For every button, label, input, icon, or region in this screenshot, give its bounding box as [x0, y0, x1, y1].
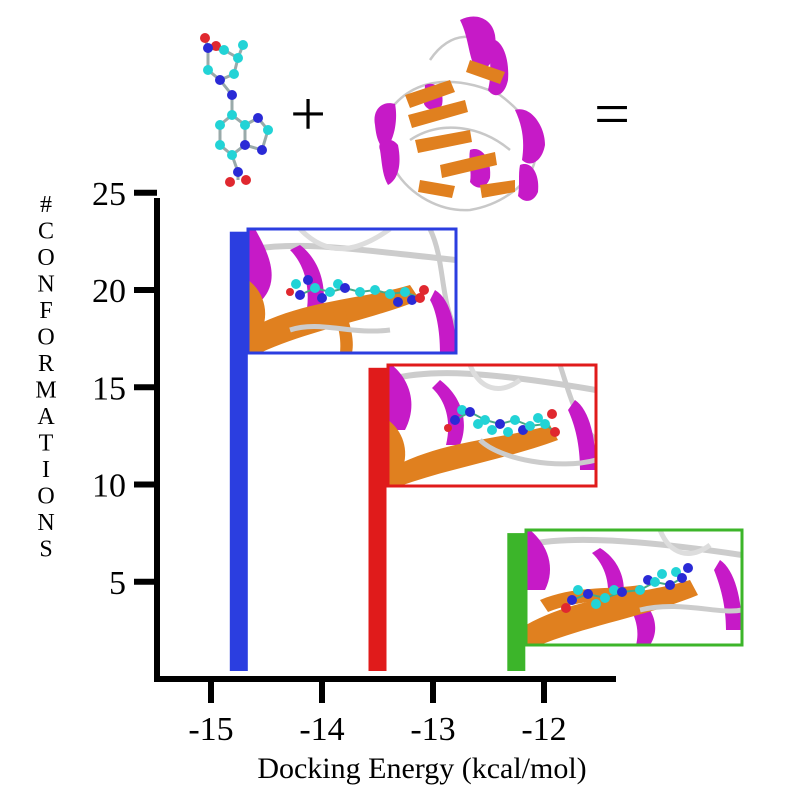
- y-axis-label-letter: M: [35, 378, 56, 404]
- x-ticks: -15 -14 -13 -12: [188, 679, 567, 748]
- y-tick-label: 25: [92, 176, 126, 213]
- y-axis-label-letter: O: [37, 484, 54, 510]
- x-tick-label: -14: [299, 711, 344, 748]
- y-axis-label-letter: A: [37, 404, 55, 430]
- y-tick-label: 20: [92, 273, 126, 310]
- protein-structure-image: [374, 16, 545, 212]
- bar-1: [368, 367, 387, 671]
- inset-pose-green: [524, 528, 744, 647]
- y-axis-label-letter: N: [37, 272, 54, 298]
- y-tick-label: 15: [92, 370, 126, 407]
- x-tick-label: -13: [410, 711, 455, 748]
- y-axis-label-letter: T: [39, 431, 54, 457]
- inset-pose-blue: [246, 227, 458, 355]
- y-tick-label: 10: [92, 468, 126, 505]
- x-tick-label: -12: [521, 711, 566, 748]
- y-ticks: 5 10 15 20 25: [92, 176, 157, 602]
- y-axis-label-letter: I: [42, 457, 50, 483]
- x-axis-title: Docking Energy (kcal/mol): [257, 752, 586, 785]
- axes: [154, 198, 616, 682]
- y-axis-label-letter: #: [40, 192, 52, 218]
- y-axis-label-letter: C: [38, 219, 54, 245]
- y-axis-label-letter: F: [39, 298, 52, 324]
- bars: [229, 231, 526, 671]
- y-axis-label-letter: N: [37, 510, 54, 536]
- x-tick-label: -15: [188, 711, 233, 748]
- ligand-molecule-image: [200, 33, 273, 187]
- equals-sign: =: [594, 78, 630, 149]
- y-tick-label: 5: [109, 565, 126, 602]
- inset-pose-red: [386, 363, 598, 488]
- y-axis-label-letter: R: [38, 351, 54, 377]
- bar-2: [507, 533, 526, 671]
- y-axis-label-letter: S: [39, 537, 52, 563]
- y-axis-label-letter: O: [37, 325, 54, 351]
- bar-0: [229, 231, 248, 671]
- plus-sign: +: [290, 78, 326, 149]
- y-axis-label-letter: O: [37, 245, 54, 271]
